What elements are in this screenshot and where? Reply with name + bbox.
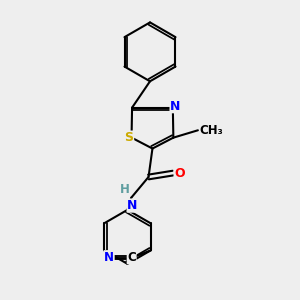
Text: N: N <box>127 199 137 212</box>
Text: S: S <box>124 131 134 144</box>
Text: CH₃: CH₃ <box>200 124 223 137</box>
Text: N: N <box>170 100 181 113</box>
Text: N: N <box>104 251 114 264</box>
Text: O: O <box>174 167 185 180</box>
Text: C: C <box>127 251 136 264</box>
Text: H: H <box>120 183 130 196</box>
